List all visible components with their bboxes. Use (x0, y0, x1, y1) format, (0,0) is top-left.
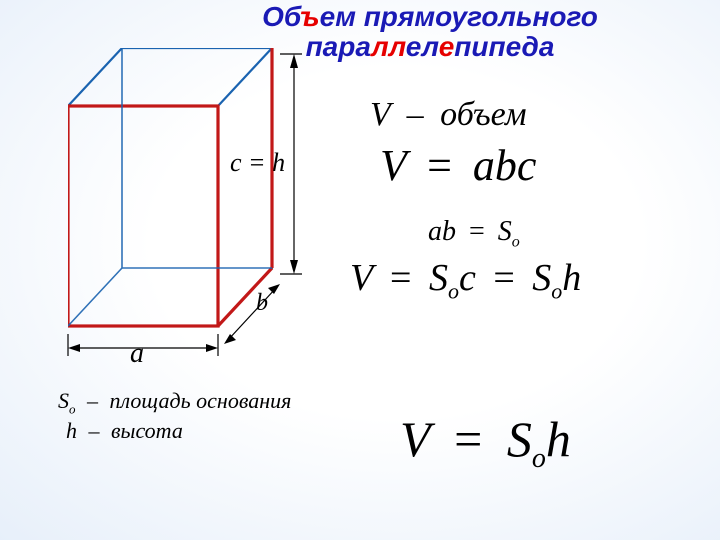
f6-dash: – (83, 418, 106, 443)
formula-ab-so: ab = So (428, 216, 520, 252)
f5-txt: площадь основания (110, 388, 292, 413)
f2-abc: abc (473, 141, 537, 190)
f6-h: h (66, 418, 77, 443)
f4-eq2: = (485, 257, 522, 299)
f1-obj: объем (440, 96, 526, 133)
label-a: a (130, 338, 144, 370)
formula-v-abc: V = abc (380, 140, 536, 191)
f3-o: o (512, 234, 520, 251)
dimension-arrows (40, 40, 380, 380)
title-l1-post: ем прямоугольного (320, 1, 598, 32)
f7-S: S (507, 411, 532, 467)
f7-o: o (532, 443, 546, 474)
f5-S: S (58, 388, 69, 413)
f4-S: S (429, 257, 448, 299)
f4-V: V (350, 257, 373, 299)
formula-v-soh-final: V = Soh (400, 410, 571, 475)
title-l2-mid: ел (406, 31, 439, 62)
f3-S: S (498, 216, 512, 247)
def-h: h – высота (66, 418, 183, 444)
f4-S2: S (532, 257, 551, 299)
f5-o: o (69, 401, 76, 416)
f2-V: V (380, 141, 406, 190)
title-l1-hi: ъ (300, 1, 320, 32)
f1-dash: – (399, 96, 432, 133)
f4-eq1: = (382, 257, 419, 299)
def-so: So – площадь основания (58, 388, 291, 417)
label-c-eq-h: c = h (230, 148, 285, 178)
label-b: b (256, 290, 268, 317)
f4-c: c (459, 257, 476, 299)
f3-eq: = (463, 216, 491, 247)
f5-dash: – (81, 388, 104, 413)
f7-V: V (400, 411, 430, 467)
title-l2-post: пипеда (454, 31, 554, 62)
formula-volume-def: V – объем (370, 96, 527, 134)
title-l1-pre: Об (262, 1, 300, 32)
f3-ab: ab (428, 216, 456, 247)
f2-eq: = (417, 141, 462, 190)
title-l2-hi2: е (439, 31, 455, 62)
f6-txt: высота (111, 418, 183, 443)
f7-h: h (546, 411, 571, 467)
f1-V: V (370, 96, 390, 133)
formula-v-soc-soh: V = Soc = Soh (350, 256, 581, 305)
f4-o: o (448, 279, 459, 304)
f4-o2: o (551, 279, 562, 304)
arrow-b (224, 284, 280, 344)
f7-eq: = (442, 411, 494, 467)
f4-h: h (562, 257, 581, 299)
